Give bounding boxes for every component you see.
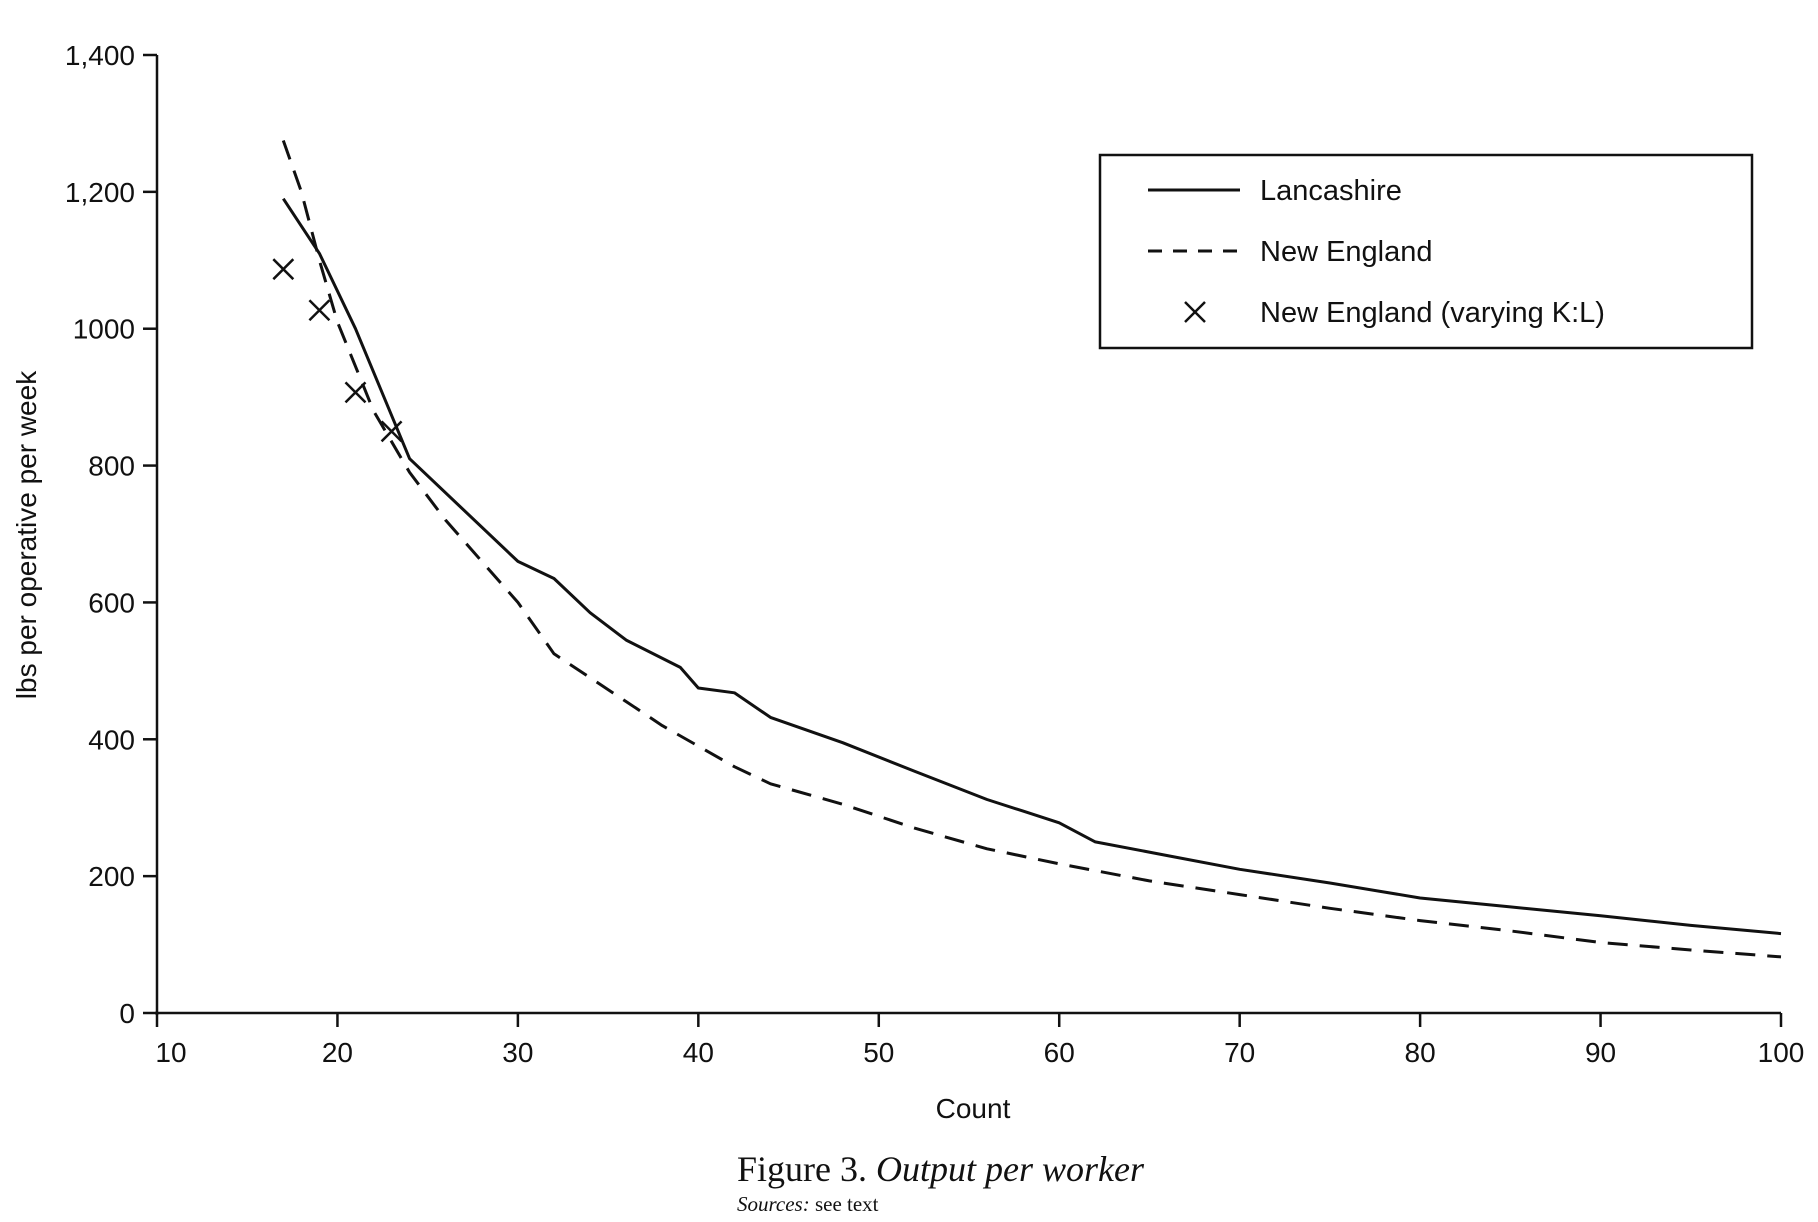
figure-label: Figure 3. [737, 1149, 867, 1189]
figure-sources: Sources: see text [737, 1192, 879, 1217]
series-line-lancashire [282, 197, 1782, 936]
x-tick-label: 30 [502, 1037, 533, 1068]
legend-label: New England (varying K:L) [1260, 297, 1605, 329]
axes: 0 200 400 600 800 1000 1,200 1,400 10 20 30 40 50 60 7… [65, 40, 1804, 1068]
legend-label: Lancashire [1260, 175, 1402, 207]
x-tick-label: 80 [1405, 1037, 1436, 1068]
x-tick-label: 60 [1044, 1037, 1075, 1068]
y-axis-label: lbs per operative per week [11, 370, 42, 699]
marker-stroke [380, 420, 403, 443]
data-point-marker-x [308, 299, 331, 322]
sources-label: Sources: [737, 1192, 810, 1216]
marker-stroke [1184, 301, 1206, 323]
sources-text: see text [814, 1192, 879, 1216]
series-layer [272, 140, 1782, 959]
y-tick-label: 400 [88, 724, 135, 755]
x-tick-label: 40 [683, 1037, 714, 1068]
marker-stroke [344, 381, 367, 404]
data-point-marker-x [344, 381, 367, 404]
marker-stroke [272, 258, 295, 281]
y-tick-label: 200 [88, 861, 135, 892]
y-tick-label: 1,200 [65, 177, 135, 208]
x-tick-label: 100 [1758, 1037, 1805, 1068]
marker-stroke [308, 299, 331, 322]
y-tick-label: 0 [119, 998, 135, 1029]
y-tick-label: 800 [88, 451, 135, 482]
legend-label: New England [1260, 236, 1433, 268]
figure-caption: Figure 3. Output per worker [737, 1148, 1144, 1190]
legend: Lancashire New England New England (varyin… [1098, 153, 1754, 350]
data-point-marker-x [272, 258, 295, 281]
x-tick-label: 50 [863, 1037, 894, 1068]
x-axis-label: Count [936, 1093, 1011, 1124]
y-tick-label: 600 [88, 587, 135, 618]
x-tick-label: 90 [1585, 1037, 1616, 1068]
x-tick-label: 70 [1224, 1037, 1255, 1068]
data-point-marker-x [380, 420, 403, 443]
y-tick-label: 1,400 [65, 40, 135, 71]
legend-marker-x [1184, 301, 1206, 323]
x-tick-label: 10 [155, 1037, 186, 1068]
figure-title: Output per worker [876, 1149, 1144, 1189]
y-tick-label: 1000 [73, 314, 135, 345]
x-tick-label: 20 [322, 1037, 353, 1068]
series-line-new-england [281, 140, 1782, 959]
